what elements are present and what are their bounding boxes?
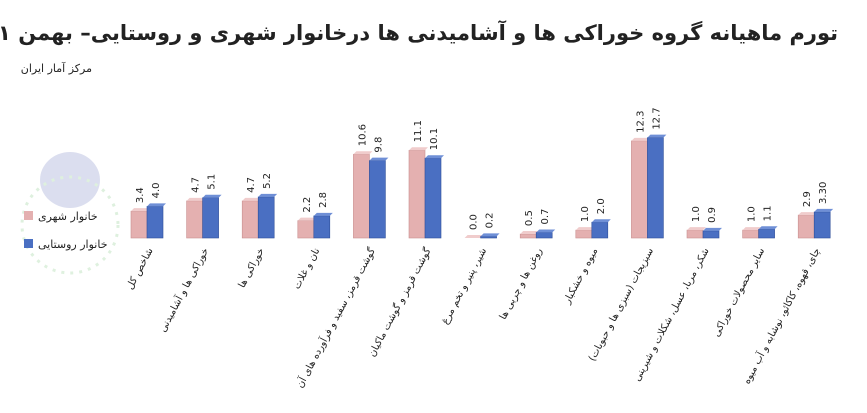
bar	[686, 229, 704, 239]
bar	[535, 232, 553, 239]
legend-label: خانوار روستایی	[38, 238, 108, 251]
bar-cap	[742, 227, 762, 231]
bar-cap	[313, 212, 333, 216]
value-label: 11.1	[413, 120, 424, 142]
value-label: 0.2	[485, 213, 496, 229]
value-label: 3.30	[818, 182, 829, 204]
value-label: 2.2	[302, 197, 313, 213]
bar-cap	[480, 233, 500, 237]
bar	[575, 229, 593, 239]
value-label: 2.9	[802, 191, 813, 207]
value-label: 9.8	[373, 137, 384, 153]
value-label: 4.7	[246, 177, 257, 193]
bar	[146, 206, 164, 239]
bar-cap	[687, 227, 706, 231]
chart-subtitle: مرکز آمار ایران	[21, 61, 92, 75]
bar	[480, 236, 497, 239]
value-label: 0.7	[540, 209, 551, 225]
bar-cap	[520, 231, 540, 235]
bar-cap	[202, 194, 222, 198]
bar-cap	[536, 229, 556, 233]
logo	[20, 152, 120, 275]
bar	[297, 220, 315, 239]
value-label: 12.7	[651, 107, 662, 129]
value-label: 12.3	[635, 111, 646, 133]
bar-cap	[369, 157, 389, 161]
bar-cap	[258, 193, 278, 197]
bar-cap	[464, 235, 484, 238]
chart-title: تورم ماهیانه گروه خوراکی ها و آشامیدنی ه…	[0, 20, 838, 45]
bar	[130, 210, 148, 239]
value-label: 0.9	[707, 207, 718, 223]
value-label: 0.5	[524, 210, 535, 226]
bar	[186, 200, 203, 239]
bar	[797, 214, 815, 239]
value-label: 3.4	[135, 187, 146, 203]
bar	[353, 153, 370, 239]
value-label: 5.1	[207, 174, 218, 190]
legend-label: خانوار شهری	[38, 210, 98, 223]
bar	[702, 230, 720, 239]
bar	[813, 211, 831, 239]
bar	[257, 196, 275, 239]
bar	[631, 140, 648, 239]
bar	[313, 215, 331, 239]
bar	[647, 137, 664, 239]
value-label: 10.6	[357, 124, 368, 146]
value-label: 2.0	[596, 198, 607, 214]
bar	[519, 233, 537, 239]
bar-cap	[575, 227, 595, 231]
bar-cap	[591, 219, 611, 223]
bar-cap	[814, 208, 834, 212]
bar	[742, 229, 759, 239]
bar	[241, 200, 259, 239]
bar-cap	[353, 151, 373, 155]
bar	[591, 221, 609, 239]
bar-cap	[703, 227, 722, 231]
value-label: 0.0	[469, 214, 480, 230]
bar-cap	[647, 134, 667, 138]
bar-cap	[147, 203, 166, 207]
bar-cap	[297, 217, 317, 221]
value-label: 10.1	[429, 128, 440, 150]
value-label: 2.8	[318, 192, 329, 208]
bar	[369, 160, 386, 239]
bar	[408, 150, 426, 239]
bar	[758, 229, 775, 239]
value-label: 4.0	[151, 182, 162, 198]
bar-cap	[758, 226, 778, 230]
bar-cap	[425, 155, 444, 159]
legend-swatch	[24, 239, 33, 248]
value-label: 1.1	[763, 205, 774, 221]
bar	[424, 157, 442, 239]
bar-cap	[798, 212, 818, 216]
bar-cap	[186, 197, 206, 201]
value-label: 1.0	[580, 206, 591, 222]
value-label: 1.0	[747, 206, 758, 222]
bar-cap	[631, 137, 651, 141]
value-label: 4.7	[191, 177, 202, 193]
bar-cap	[242, 197, 262, 201]
value-label: 5.2	[262, 173, 273, 189]
bar	[202, 197, 219, 239]
bar-cap	[131, 208, 150, 212]
legend-swatch	[24, 211, 33, 220]
bar-cap	[409, 147, 428, 151]
value-label: 1.0	[691, 206, 702, 222]
